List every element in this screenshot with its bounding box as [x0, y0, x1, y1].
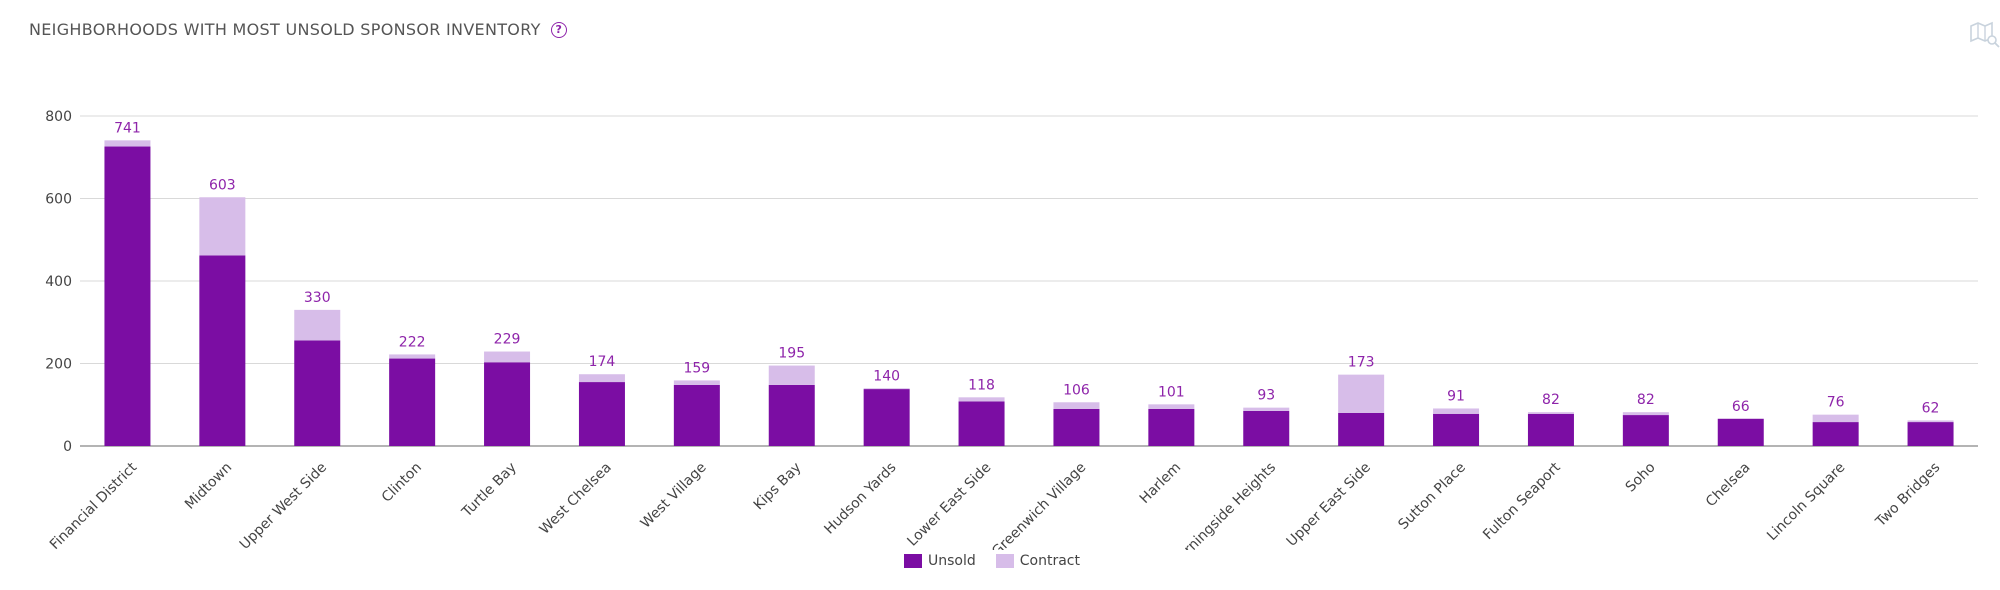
bar-unsold: [1433, 413, 1480, 446]
bar-unsold: [1243, 410, 1290, 446]
x-tick-label: Upper East Side: [1284, 460, 1374, 550]
bar-contract: [389, 354, 436, 359]
map-search-icon[interactable]: [1968, 20, 2000, 48]
x-tick-label: Chelsea: [1703, 460, 1754, 511]
bar-total-label: 76: [1827, 395, 1845, 411]
x-tick-label: Lincoln Square: [1764, 460, 1848, 544]
legend-label-contract: Contract: [1019, 553, 1080, 569]
x-tick-label: Financial District: [47, 459, 141, 550]
bar-total-label: 229: [494, 332, 521, 348]
bar-total-label: 62: [1922, 400, 1940, 416]
bar-unsold: [294, 340, 341, 446]
bar-contract: [1527, 412, 1574, 414]
bar-contract: [1148, 404, 1195, 409]
x-tick-label: Morningside Heights: [1166, 460, 1279, 550]
y-tick-label-800: 800: [45, 109, 72, 125]
bar-contract: [1433, 408, 1480, 414]
bar-contract: [104, 140, 151, 147]
question-circle-icon[interactable]: ?: [550, 21, 567, 38]
bar-contract: [578, 374, 625, 383]
y-tick-label-600: 600: [45, 192, 72, 208]
bar-total-label: 82: [1637, 392, 1655, 408]
bar-total-label: 66: [1732, 399, 1750, 415]
x-tick-label: West Chelsea: [537, 460, 615, 538]
chart-header: NEIGHBORHOODS WITH MOST UNSOLD SPONSOR I…: [29, 20, 567, 39]
bar-unsold: [484, 362, 531, 446]
bar-unsold: [1812, 422, 1859, 446]
x-tick-label: Turtle Bay: [458, 460, 519, 521]
x-tick-label: Two Bridges: [1872, 460, 1943, 531]
bar-contract: [863, 388, 910, 390]
bar-unsold: [578, 382, 625, 446]
y-tick-label-0: 0: [63, 439, 72, 455]
bar-unsold: [1527, 413, 1574, 446]
bar-total-label: 603: [209, 177, 236, 193]
bar-contract: [1622, 412, 1669, 416]
bar-unsold: [863, 389, 910, 446]
legend-item-contract[interactable]: Contract: [995, 553, 1080, 569]
x-tick-label: Midtown: [182, 460, 235, 513]
x-tick-label: Greenwich Village: [989, 460, 1089, 550]
legend-swatch-contract: [995, 554, 1014, 568]
bar-contract: [768, 365, 815, 385]
x-tick-label: Hudson Yards: [821, 460, 899, 538]
bar-contract: [1907, 420, 1954, 423]
y-tick-label-400: 400: [45, 274, 72, 290]
x-tick-label: Kips Bay: [751, 460, 805, 514]
bar-contract: [484, 351, 531, 363]
bar-total-label: 101: [1158, 384, 1185, 400]
chart-legend: Unsold Contract: [904, 553, 1080, 569]
bar-total-label: 118: [968, 377, 995, 393]
bar-unsold: [673, 384, 720, 446]
bar-unsold: [199, 255, 246, 446]
bar-total-label: 91: [1447, 388, 1465, 404]
legend-label-unsold: Unsold: [928, 553, 976, 569]
bar-total-label: 195: [778, 346, 805, 362]
bar-total-label: 330: [304, 290, 331, 306]
bar-unsold: [768, 384, 815, 446]
bar-unsold: [958, 401, 1005, 446]
x-tick-label: Sutton Place: [1395, 460, 1468, 533]
bar-unsold: [1053, 408, 1100, 446]
bar-total-label: 741: [114, 120, 141, 136]
bar-unsold: [1907, 422, 1954, 446]
y-tick-label-200: 200: [45, 357, 72, 373]
legend-swatch-unsold: [904, 554, 922, 568]
bar-total-label: 222: [399, 334, 426, 350]
bar-contract: [1812, 414, 1859, 423]
bar-contract: [199, 197, 246, 256]
bar-contract: [1243, 407, 1290, 411]
bar-total-label: 140: [873, 368, 900, 384]
bar-unsold: [1338, 413, 1385, 446]
bar-total-label: 159: [683, 360, 710, 376]
bar-total-label: 93: [1257, 388, 1275, 404]
bar-unsold: [1717, 418, 1764, 446]
x-tick-label: Clinton: [379, 460, 425, 506]
stacked-bar-chart: 0 200 400 600 800 741 Financial District 603 Mid…: [45, 109, 1978, 550]
legend-item-unsold[interactable]: Unsold: [904, 553, 976, 569]
bar-unsold: [1148, 408, 1195, 446]
bar-contract: [294, 309, 341, 341]
bar-total-label: 174: [589, 354, 616, 370]
x-tick-label: West Village: [638, 460, 710, 532]
bar-contract: [958, 397, 1005, 402]
x-tick-label: Harlem: [1137, 460, 1184, 507]
bar-total-label: 173: [1348, 355, 1375, 371]
x-tick-label: Fulton Seaport: [1480, 459, 1564, 543]
bar-total-label: 106: [1063, 382, 1090, 398]
bar-unsold: [104, 146, 151, 446]
bar-unsold: [389, 358, 436, 446]
bar-contract: [673, 380, 720, 385]
x-tick-label: Lower East Side: [904, 460, 994, 550]
x-tick-label: Upper West Side: [237, 460, 330, 550]
chart-title: NEIGHBORHOODS WITH MOST UNSOLD SPONSOR I…: [29, 20, 541, 39]
x-tick-label: Soho: [1623, 460, 1659, 496]
bar-unsold: [1622, 415, 1669, 446]
bar-contract: [1338, 374, 1385, 413]
bar-contract: [1053, 402, 1100, 409]
bar-total-label: 82: [1542, 392, 1560, 408]
